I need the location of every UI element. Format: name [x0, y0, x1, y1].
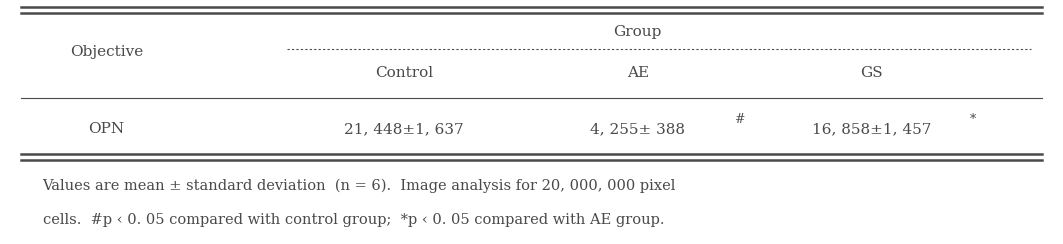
Text: Values are mean ± standard deviation  (n = 6).  Image analysis for 20, 000, 000 : Values are mean ± standard deviation (n … [43, 178, 676, 193]
Text: #: # [733, 113, 744, 126]
Text: AE: AE [627, 66, 648, 80]
Text: OPN: OPN [88, 122, 124, 136]
Text: Objective: Objective [70, 45, 142, 60]
Text: 21, 448±1, 637: 21, 448±1, 637 [344, 122, 463, 136]
Text: 16, 858±1, 457: 16, 858±1, 457 [812, 122, 931, 136]
Text: Group: Group [613, 25, 662, 39]
Text: GS: GS [860, 66, 883, 80]
Text: 4, 255± 388: 4, 255± 388 [590, 122, 686, 136]
Text: cells.  #p ‹ 0. 05 compared with control group;  *p ‹ 0. 05 compared with AE gro: cells. #p ‹ 0. 05 compared with control … [43, 213, 664, 227]
Text: Control: Control [375, 66, 433, 80]
Text: *: * [969, 113, 976, 126]
